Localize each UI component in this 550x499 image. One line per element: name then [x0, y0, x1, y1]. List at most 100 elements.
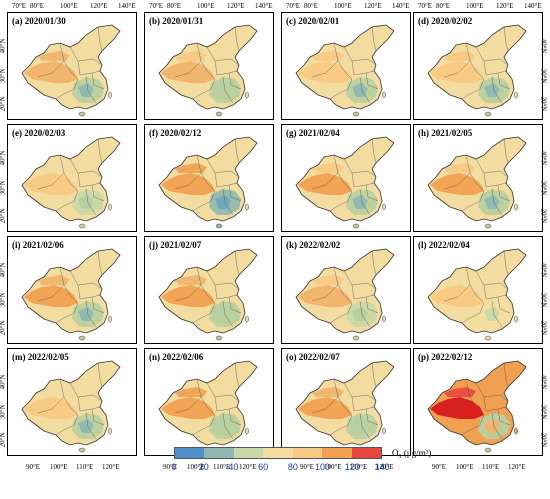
o3-low-region-core [78, 195, 94, 209]
colorbar [174, 447, 382, 459]
lon-tick-bottom: 120°E [508, 463, 526, 471]
province-boundary [192, 424, 212, 436]
lat-tick-right: 20°N [539, 320, 548, 336]
province-boundary [483, 58, 509, 66]
province-boundary [77, 394, 103, 402]
lat-tick-left: 30°N [0, 404, 7, 420]
province-boundary [329, 88, 349, 100]
lon-tick-bottom: 90°E [26, 463, 41, 471]
lon-tick-top: 140°E [255, 2, 273, 10]
province-boundary [491, 76, 503, 104]
colorbar-tick-label: 20 [198, 462, 209, 472]
map-panel: (p) 2022/02/12 [413, 348, 543, 456]
panel-label: (d) 2020/02/02 [418, 16, 473, 26]
o3-low-region-core [484, 83, 500, 97]
lon-tick-top: 100°E [197, 2, 215, 10]
hainan-island [352, 223, 360, 229]
colorbar-tick-label: 120 [344, 462, 360, 472]
province-boundary [475, 294, 485, 314]
province-boundary [365, 408, 379, 426]
province-boundary [77, 170, 103, 178]
province-boundary [37, 284, 65, 302]
country-outline [427, 248, 527, 334]
colorbar-segment [175, 448, 205, 458]
o3-high-region-north [175, 51, 207, 61]
lat-tick-right: 20°N [539, 432, 548, 448]
china-o3-map [295, 24, 395, 117]
lon-tick-top: 120°E [90, 2, 108, 10]
province-boundary [329, 200, 349, 212]
panel-label: (h) 2021/02/05 [418, 128, 473, 138]
hainan-island [78, 447, 86, 453]
lon-tick-top: 80°E [167, 2, 182, 10]
map-panel: (e) 2020/02/03 [7, 124, 137, 232]
province-boundary [206, 406, 216, 426]
o3-high-region [298, 61, 352, 83]
province-boundary [77, 58, 103, 66]
province-boundary [174, 60, 202, 78]
hainan-island [484, 447, 492, 453]
panel-label: (f) 2020/02/12 [149, 128, 202, 138]
province-boundary [351, 170, 377, 178]
lon-tick-bottom: 120°E [102, 463, 120, 471]
country-outline [21, 248, 121, 334]
hainan-island [215, 111, 223, 117]
taiwan-island [514, 315, 518, 323]
province-boundary [214, 170, 240, 178]
o3-high-region-north [312, 163, 344, 173]
province-boundary [234, 26, 240, 52]
o3-high-region [298, 173, 352, 195]
province-boundary [351, 58, 377, 66]
lon-tick-bottom: 110°E [213, 463, 231, 471]
o3-high-region-north [38, 387, 70, 397]
o3-high-region [24, 397, 78, 419]
taiwan-island [514, 203, 518, 211]
o3-low-region-core [352, 83, 368, 97]
province-boundary [55, 200, 75, 212]
taiwan-island [108, 91, 112, 99]
hainan-island [484, 223, 492, 229]
china-o3-map [21, 360, 121, 453]
province-boundary [222, 76, 234, 104]
colorbar-segment [292, 448, 323, 458]
taiwan-island [382, 427, 386, 435]
province-boundary [192, 312, 212, 324]
province-boundary [311, 284, 339, 302]
lat-tick-left: 40°N [0, 38, 7, 54]
o3-high-region [430, 61, 484, 83]
province-boundary [228, 72, 242, 90]
lon-tick-top: 120°E [227, 2, 245, 10]
o3-high-region-north [175, 387, 207, 397]
province-boundary [85, 76, 97, 104]
country-outline [158, 24, 258, 110]
taiwan-island [108, 203, 112, 211]
map-panel: (o) 2022/02/07 [281, 348, 411, 456]
province-boundary [77, 282, 103, 290]
province-boundary [503, 138, 509, 164]
province-boundary [228, 296, 242, 314]
province-boundary [503, 26, 509, 52]
lon-tick-bottom: 90°E [432, 463, 447, 471]
hainan-island [215, 223, 223, 229]
country-outline [21, 24, 121, 110]
lon-tick-top: 120°E [364, 2, 382, 10]
map-panel: (c) 2020/02/01 [281, 12, 411, 120]
o3-low-region-core [484, 419, 500, 433]
panel-label: (m) 2022/02/05 [12, 352, 69, 362]
o3-low-region-core [215, 307, 231, 321]
map-panel: (i) 2021/02/06 [7, 236, 137, 344]
country-outline [427, 136, 527, 222]
lon-tick-top: 100°E [334, 2, 352, 10]
map-panel: (k) 2022/02/02 [281, 236, 411, 344]
province-boundary [69, 294, 79, 314]
province-boundary [37, 396, 65, 414]
panel-label: (o) 2022/02/07 [286, 352, 340, 362]
panel-label: (a) 2020/01/30 [12, 16, 66, 26]
o3-high-region-north [38, 163, 70, 173]
panel-label: (k) 2022/02/02 [286, 240, 341, 250]
country-outline [21, 136, 121, 222]
country-outline [158, 360, 258, 446]
panel-label: (l) 2022/02/04 [418, 240, 470, 250]
province-boundary [222, 300, 234, 328]
